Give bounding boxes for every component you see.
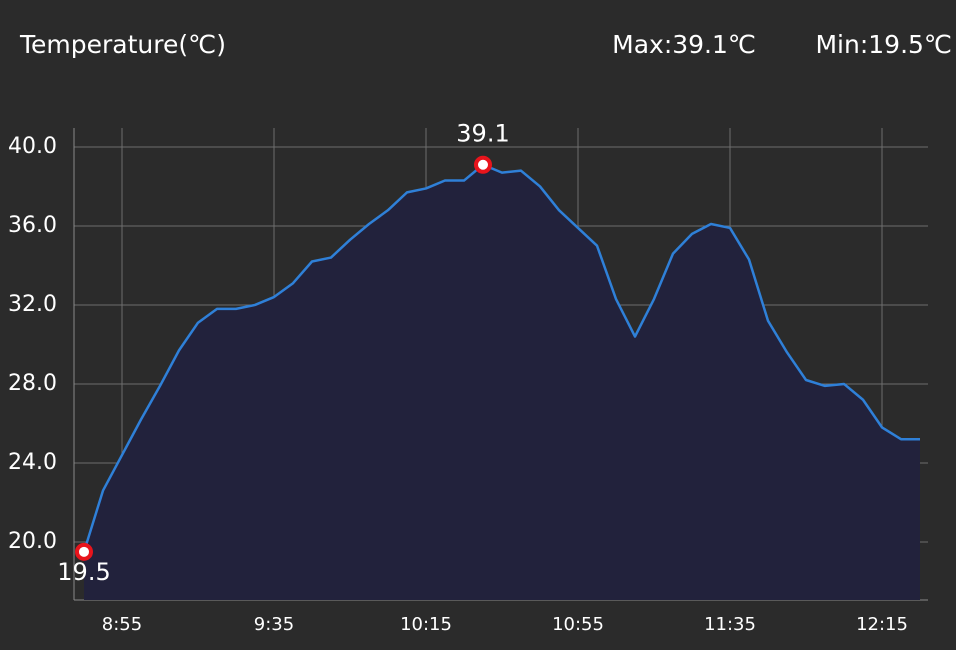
- y-tick-label: 24.0: [8, 450, 57, 475]
- data-label: 19.5: [57, 558, 110, 586]
- x-tick-label: 11:35: [704, 614, 756, 635]
- chart-title: Temperature(℃): [19, 30, 226, 59]
- line: [82, 163, 920, 553]
- y-tick-label: 20.0: [8, 529, 57, 554]
- y-tick-label: 28.0: [8, 371, 57, 396]
- x-tick-label: 10:55: [552, 614, 604, 635]
- x-tick-label: 12:15: [856, 614, 908, 635]
- max-label: Max:39.1℃: [612, 30, 756, 59]
- area-fill: [84, 164, 920, 601]
- min-label: Min:19.5℃: [815, 30, 952, 59]
- x-tick-label: 8:55: [102, 614, 142, 635]
- y-tick-label: 40.0: [8, 134, 57, 159]
- y-tick-label: 36.0: [8, 213, 57, 238]
- y-tick-label: 32.0: [8, 292, 57, 317]
- data-label: 39.1: [456, 120, 509, 148]
- marker: [75, 542, 93, 561]
- x-tick-label: 9:35: [254, 614, 294, 635]
- marker: [474, 155, 492, 174]
- x-tick-label: 10:15: [400, 614, 452, 635]
